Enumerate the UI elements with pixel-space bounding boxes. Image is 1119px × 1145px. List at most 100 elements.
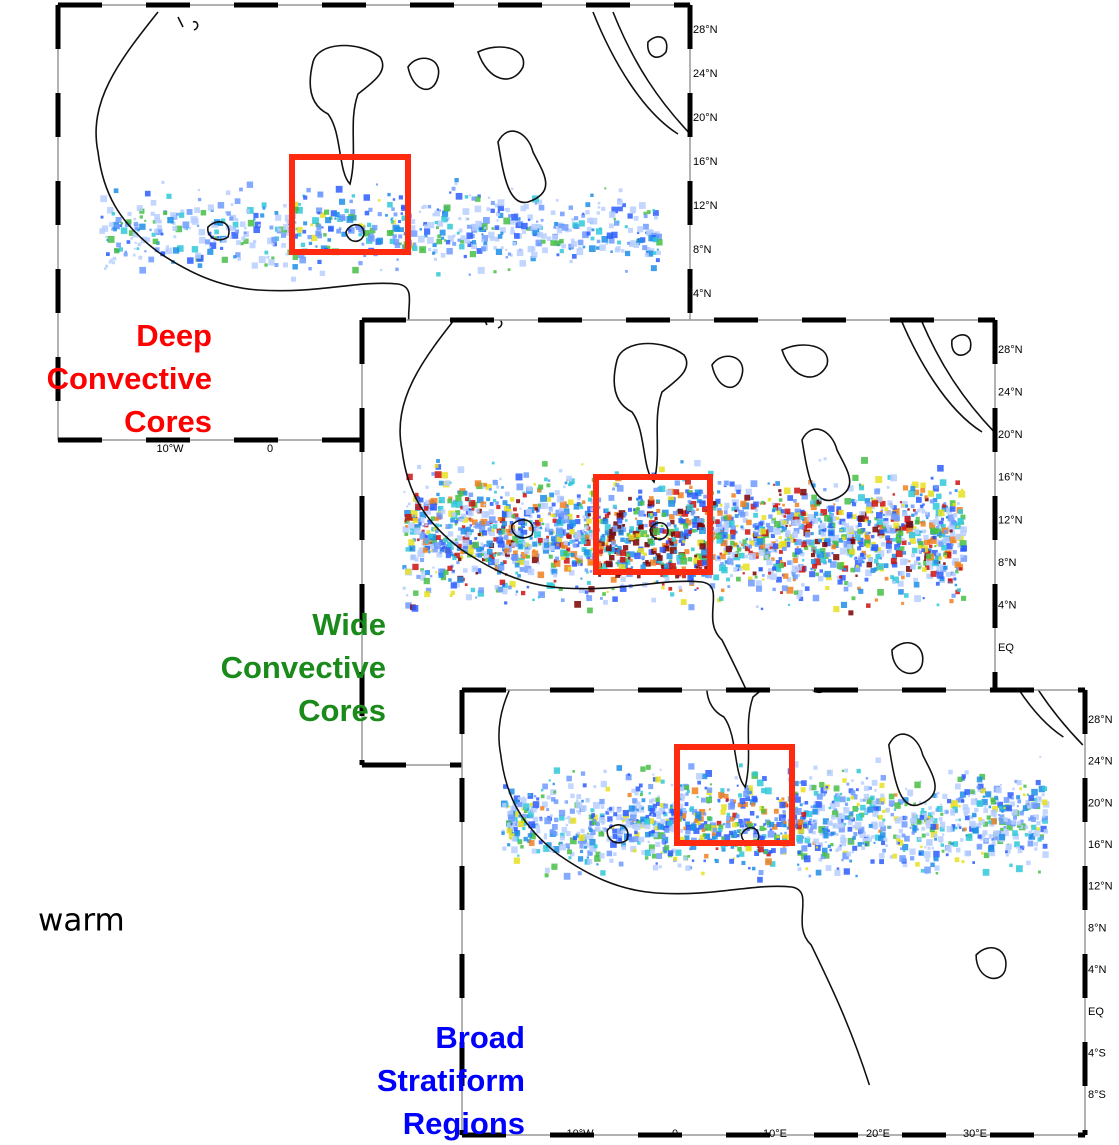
precip-pixel	[532, 599, 535, 602]
precip-pixel	[668, 500, 675, 507]
precip-pixel	[906, 573, 910, 577]
precip-pixel	[149, 229, 151, 231]
precip-pixel	[519, 560, 524, 565]
precip-pixel	[334, 210, 336, 212]
precip-pixel	[636, 507, 639, 510]
precip-pixel	[933, 536, 937, 540]
precip-pixel	[841, 859, 843, 861]
precip-pixel	[425, 500, 429, 504]
precip-pixel	[885, 808, 889, 813]
precip-pixel	[851, 796, 855, 800]
precip-pixel	[522, 796, 524, 798]
precip-pixel	[465, 195, 469, 199]
precip-pixel	[735, 554, 738, 557]
precip-pixel	[580, 850, 583, 853]
precip-pixel	[603, 518, 609, 524]
precip-pixel	[587, 218, 592, 223]
precip-pixel	[492, 462, 495, 465]
precip-pixel	[467, 225, 471, 229]
precip-pixel	[611, 541, 615, 545]
precip-pixel	[222, 257, 228, 263]
precip-pixel	[439, 552, 441, 554]
precip-pixel	[457, 239, 460, 242]
precip-pixel	[538, 572, 545, 579]
precip-pixel	[924, 867, 931, 874]
precip-pixel	[713, 538, 715, 540]
precip-pixel	[879, 859, 884, 864]
precip-pixel	[519, 508, 521, 510]
precip-pixel	[520, 845, 523, 849]
precip-pixel	[609, 555, 614, 560]
precip-pixel	[944, 555, 947, 558]
precip-pixel	[520, 555, 522, 557]
precip-pixel	[436, 493, 439, 496]
precip-pixel	[439, 573, 444, 578]
precip-pixel	[441, 237, 444, 240]
precip-pixel	[843, 807, 847, 811]
precip-pixel	[778, 503, 780, 505]
precip-pixel	[701, 491, 703, 493]
precip-pixel	[837, 846, 841, 850]
precip-pixel	[395, 268, 398, 271]
precip-pixel	[773, 484, 775, 486]
precip-pixel	[1043, 809, 1048, 814]
precip-pixel	[470, 524, 472, 526]
precip-pixel	[133, 254, 136, 257]
precip-pixel	[262, 207, 265, 210]
precip-pixel	[603, 600, 608, 605]
precip-pixel	[772, 567, 776, 571]
lat-tick-label: 12°N	[998, 514, 1023, 526]
precip-pixel	[577, 497, 580, 500]
precip-pixel	[466, 232, 472, 238]
precip-pixel	[1036, 821, 1040, 825]
precip-pixel	[741, 543, 744, 546]
precip-pixel	[649, 792, 651, 794]
precip-pixel	[712, 832, 716, 836]
precip-pixel	[699, 500, 706, 507]
precip-pixel	[850, 790, 855, 795]
precip-pixel	[642, 562, 645, 565]
precip-pixel	[413, 590, 418, 595]
precip-pixel	[518, 802, 523, 807]
precip-pixel	[539, 518, 543, 522]
precip-pixel	[639, 238, 644, 243]
precip-pixel	[812, 831, 815, 834]
precip-pixel	[663, 812, 666, 815]
precip-pixel	[772, 502, 775, 505]
precip-pixel	[957, 518, 963, 524]
precip-pixel	[377, 238, 383, 244]
precip-pixel	[926, 554, 931, 559]
precip-pixel	[887, 500, 892, 505]
precip-pixel	[669, 825, 674, 830]
precip-pixel	[508, 214, 512, 218]
precip-pixel	[852, 851, 854, 853]
precip-pixel	[814, 569, 816, 571]
precip-pixel	[625, 519, 628, 522]
precip-pixel	[852, 502, 856, 506]
precip-pixel	[874, 842, 876, 844]
precip-pixel	[943, 566, 947, 570]
side-text: warm	[38, 903, 125, 939]
precip-pixel	[781, 509, 785, 513]
precip-pixel	[456, 193, 463, 200]
precip-pixel	[687, 790, 690, 793]
precip-pixel	[813, 820, 815, 822]
precip-pixel	[764, 828, 766, 830]
precip-pixel	[405, 569, 411, 575]
precip-pixel	[486, 540, 493, 547]
precip-pixel	[526, 486, 531, 491]
precip-pixel	[801, 583, 805, 587]
precip-pixel	[893, 493, 895, 495]
precip-pixel	[575, 519, 580, 524]
precip-pixel	[613, 812, 617, 816]
precip-pixel	[918, 563, 920, 565]
precip-pixel	[1016, 865, 1023, 872]
precip-pixel	[606, 787, 611, 792]
precip-pixel	[875, 554, 880, 559]
precip-pixel	[913, 509, 916, 512]
precip-pixel	[502, 803, 506, 807]
precip-pixel	[799, 550, 803, 554]
precip-pixel	[195, 253, 201, 259]
precip-pixel	[1003, 807, 1005, 809]
precip-pixel	[1031, 825, 1036, 830]
